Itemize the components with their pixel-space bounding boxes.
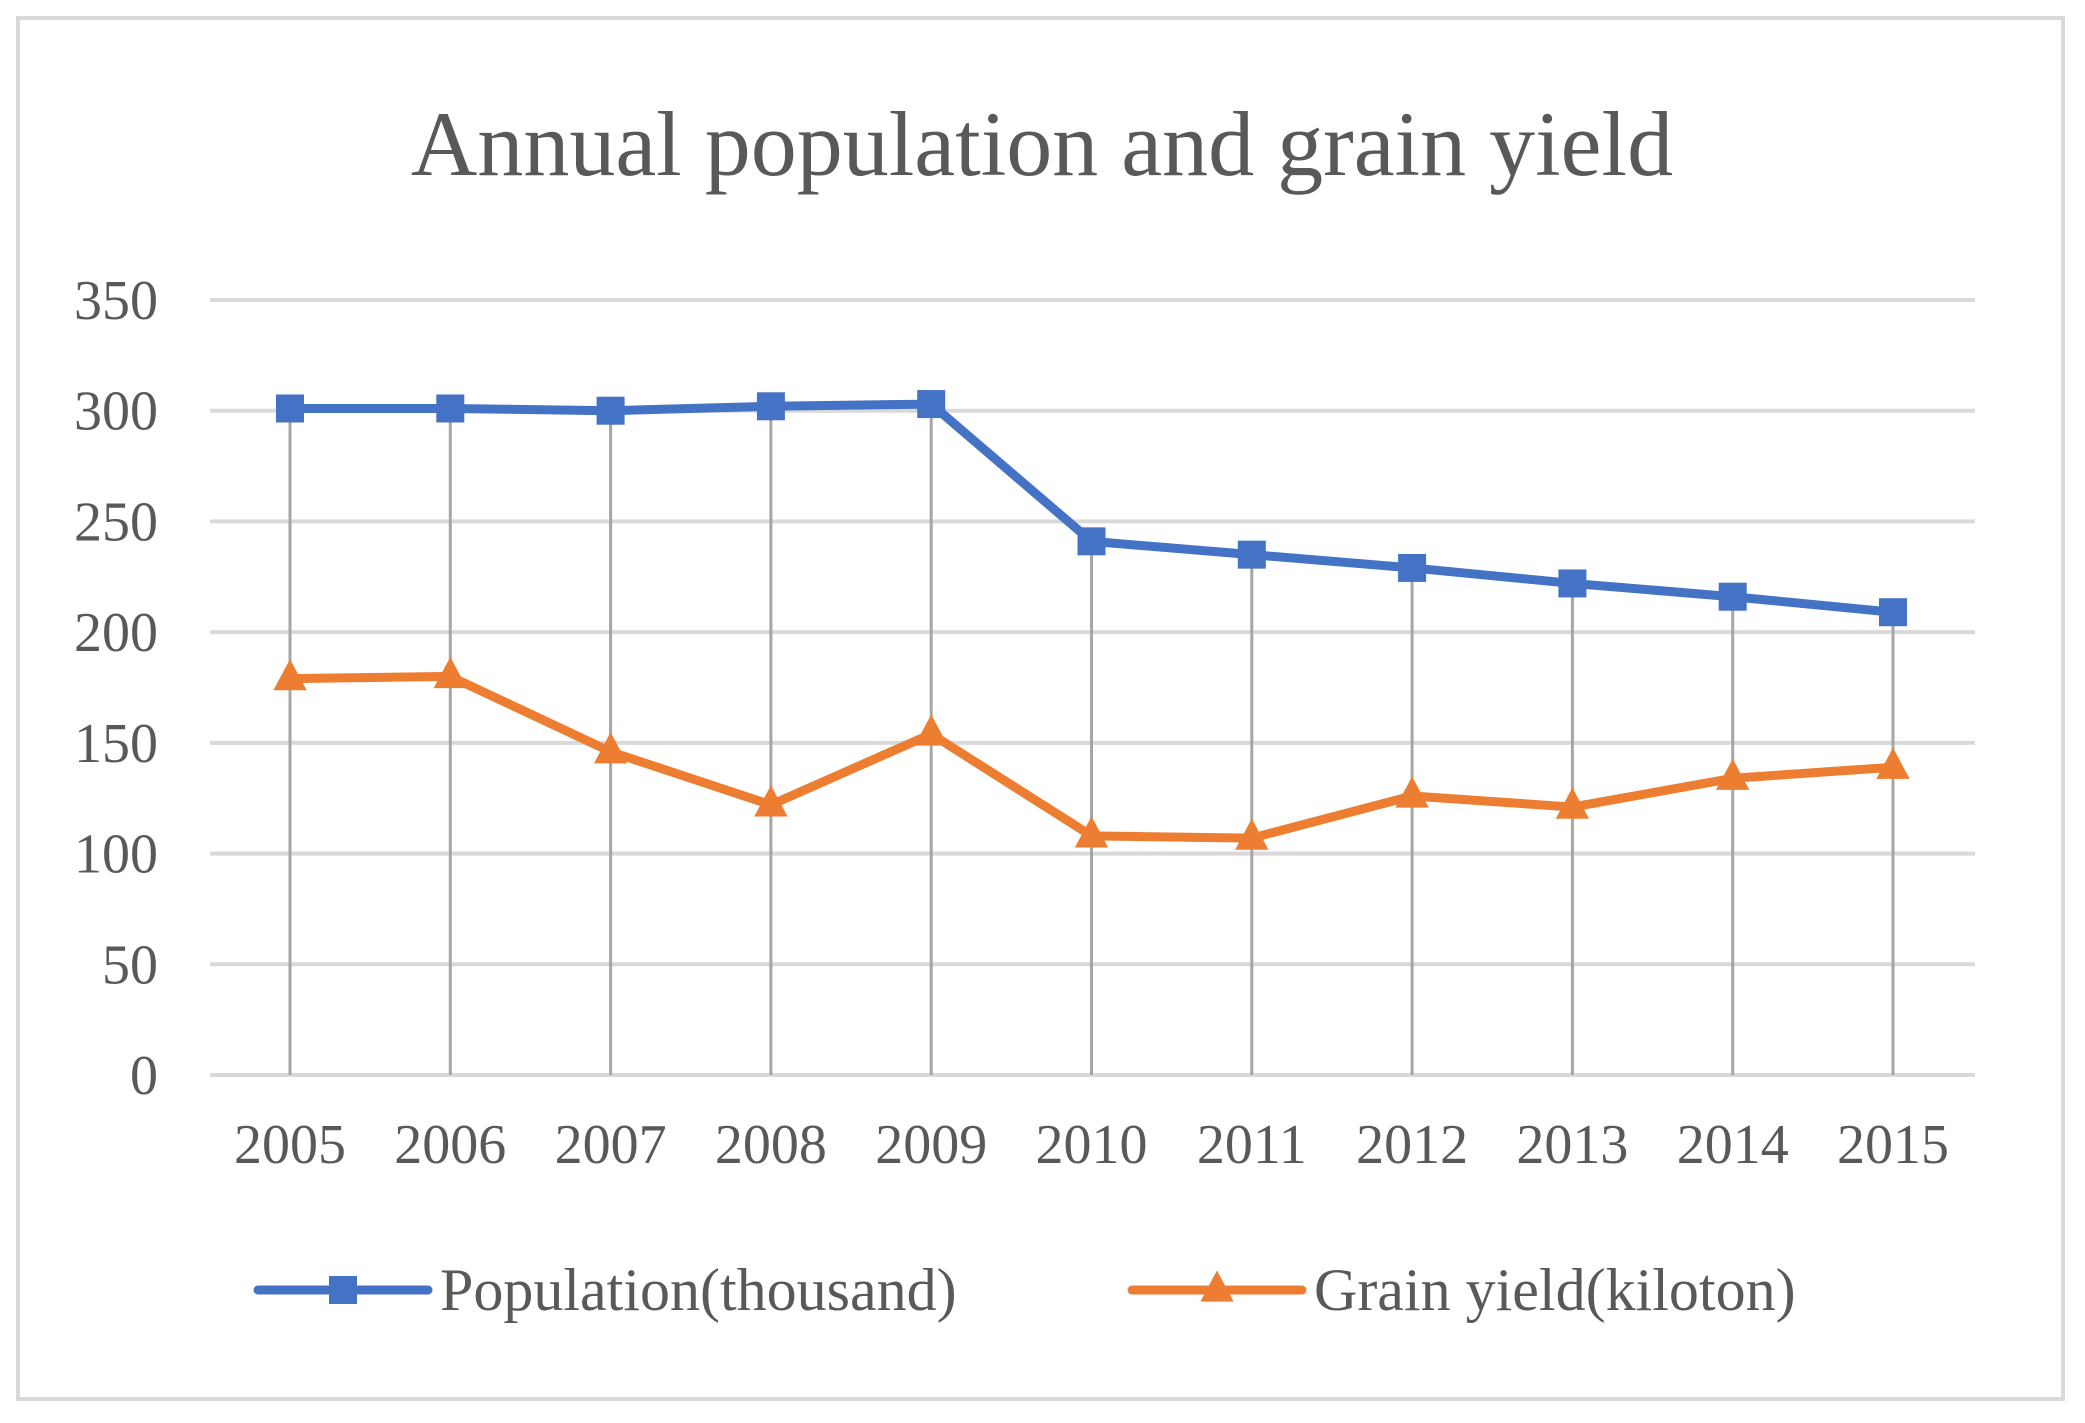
- data-point-grain-yield-kiloton-2014: [1716, 758, 1750, 790]
- x-tick-label-2014: 2014: [1677, 1114, 1789, 1176]
- data-point-population-thousand-2012: [1398, 553, 1427, 582]
- data-point-population-thousand-2008: [756, 392, 785, 421]
- y-tick-label-350: 350: [74, 270, 158, 332]
- drop-lines: [288, 404, 1895, 1075]
- data-point-population-thousand-2007: [596, 396, 625, 425]
- data-point-population-thousand-2005: [276, 394, 304, 423]
- data-point-population-thousand-2009: [917, 390, 946, 419]
- x-tick-label-2011: 2011: [1197, 1114, 1307, 1176]
- y-tick-label-150: 150: [74, 713, 158, 775]
- data-point-grain-yield-kiloton-2010: [1074, 816, 1109, 848]
- data-point-population-thousand-2010: [1077, 527, 1106, 556]
- data-point-population-thousand-2013: [1558, 569, 1587, 598]
- data-point-grain-yield-kiloton-2007: [593, 732, 628, 764]
- y-tick-label-100: 100: [74, 824, 158, 886]
- data-point-population-thousand-2014: [1718, 582, 1747, 611]
- x-tick-label-2015: 2015: [1837, 1114, 1949, 1176]
- data-point-grain-yield-kiloton-2015: [1876, 747, 1910, 779]
- data-point-population-thousand-2015: [1879, 598, 1907, 627]
- chart-title: Annual population and grain yield: [411, 93, 1673, 195]
- legend-item-grain-yield-kiloton: Grain yield(kiloton): [1127, 1257, 1796, 1323]
- x-axis-ticks: 2005 2006 2007 2008 2009 2010 2011 2012 2013 2014…: [234, 1114, 1949, 1176]
- data-point-grain-yield-kiloton-2008: [754, 785, 788, 817]
- legend-label: Population(thousand): [440, 1257, 957, 1323]
- legend-item-population-thousand: Population(thousand): [253, 1257, 957, 1323]
- data-point-population-thousand-2011: [1237, 540, 1266, 569]
- y-tick-label-300: 300: [74, 381, 158, 443]
- series-population-thousand: [276, 390, 1907, 627]
- y-axis-ticks: 0 50 100 150 200 250 300 350: [74, 270, 158, 1107]
- x-tick-label-2007: 2007: [555, 1114, 667, 1176]
- chart-frame: [16, 16, 2065, 1401]
- x-tick-label-2006: 2006: [394, 1114, 506, 1176]
- legend-label: Grain yield(kiloton): [1314, 1257, 1796, 1323]
- data-point-grain-yield-kiloton-2013: [1555, 787, 1590, 819]
- x-tick-label-2010: 2010: [1036, 1114, 1148, 1176]
- series-grain-yield-kiloton: [273, 656, 1910, 850]
- x-tick-label-2008: 2008: [715, 1114, 827, 1176]
- legend: Population(thousand) Grain yield(kiloton): [253, 1257, 1796, 1323]
- x-tick-label-2005: 2005: [234, 1114, 346, 1176]
- x-tick-label-2009: 2009: [875, 1114, 987, 1176]
- data-point-grain-yield-kiloton-2011: [1235, 818, 1269, 850]
- y-tick-label-250: 250: [74, 491, 158, 553]
- series-lines: [273, 390, 1910, 850]
- y-tick-label-200: 200: [74, 602, 158, 664]
- data-point-population-thousand-2006: [436, 394, 465, 423]
- legend-swatch-marker: [329, 1276, 357, 1304]
- data-point-grain-yield-kiloton-2012: [1395, 776, 1429, 808]
- data-point-grain-yield-kiloton-2006: [433, 656, 467, 689]
- data-point-grain-yield-kiloton-2005: [273, 659, 307, 691]
- data-point-grain-yield-kiloton-2009: [914, 714, 948, 746]
- y-tick-label-0: 0: [130, 1045, 158, 1107]
- y-tick-label-50: 50: [102, 934, 158, 996]
- x-tick-label-2012: 2012: [1356, 1114, 1468, 1176]
- legend-swatch-marker: [1200, 1270, 1234, 1302]
- x-tick-label-2013: 2013: [1516, 1114, 1628, 1176]
